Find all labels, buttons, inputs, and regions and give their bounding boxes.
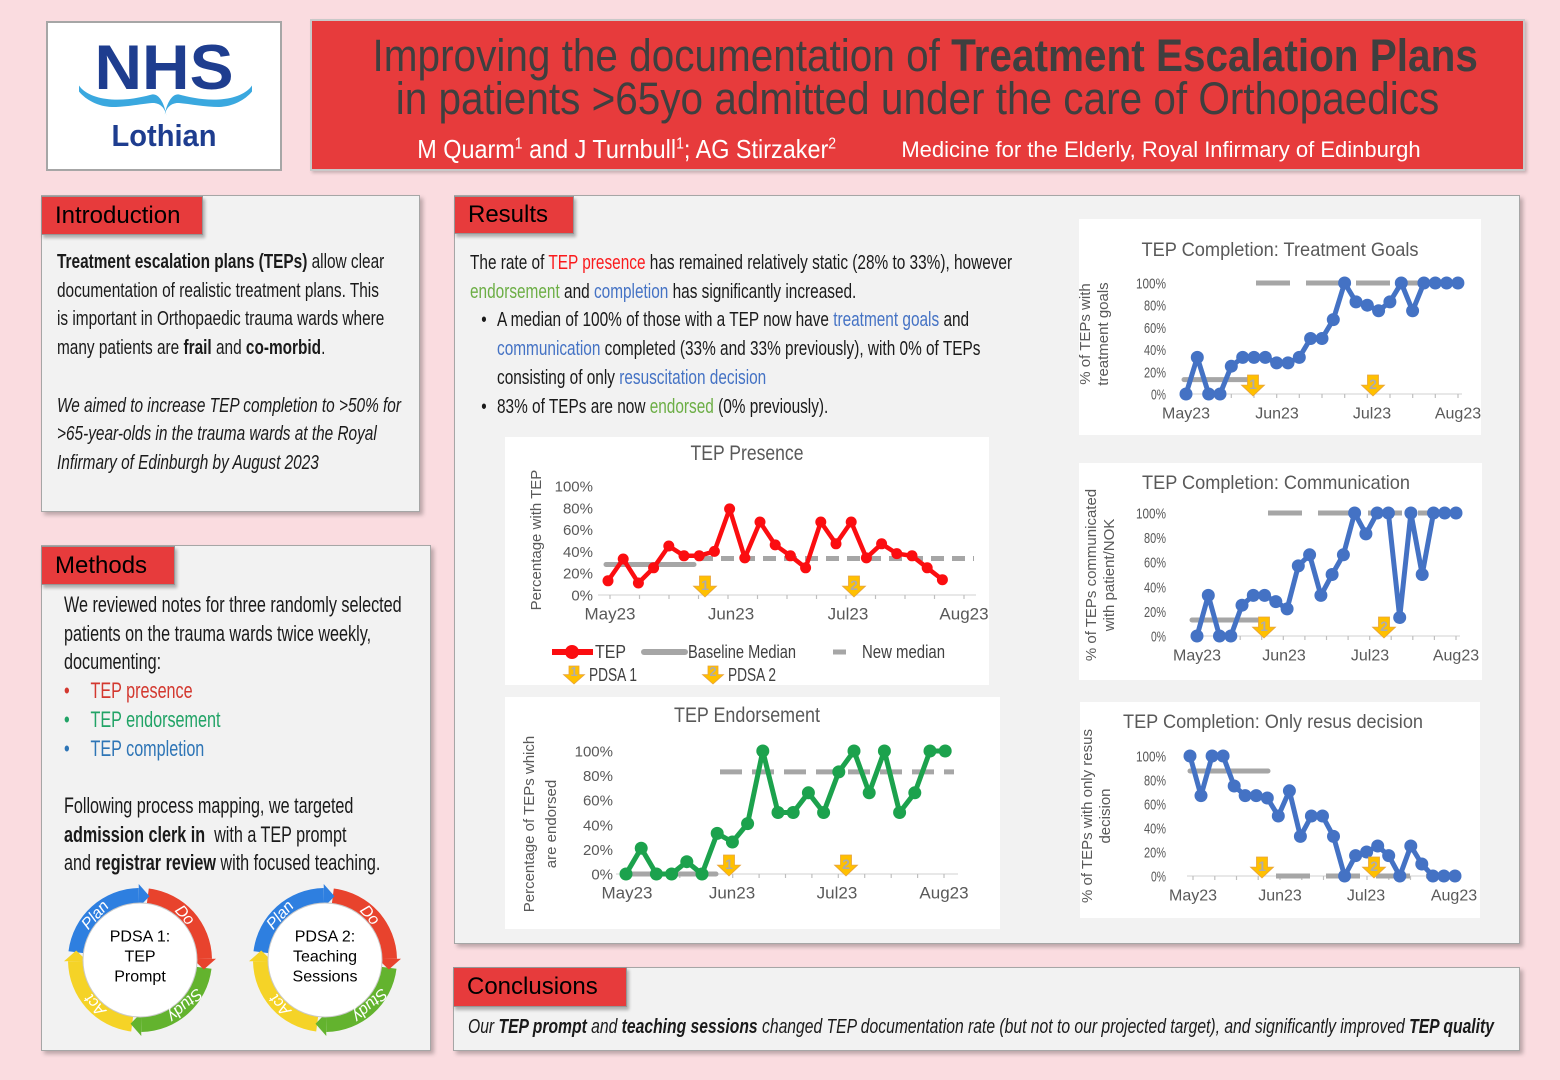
svg-text:100%: 100% <box>1136 506 1166 523</box>
svg-text:Lothian: Lothian <box>112 118 217 153</box>
svg-text:0%: 0% <box>1151 387 1166 404</box>
svg-text:Teaching: Teaching <box>293 949 357 966</box>
svg-text:100%: 100% <box>575 744 613 761</box>
svg-text:Jul23: Jul23 <box>828 605 869 624</box>
svg-text:treatment goals: treatment goals <box>1095 282 1112 385</box>
svg-text:Jul23: Jul23 <box>1353 406 1391 423</box>
svg-text:20%: 20% <box>1144 604 1166 621</box>
svg-text:TEP Completion: Treatment Goal: TEP Completion: Treatment Goals <box>1142 239 1419 261</box>
svg-text:Jun23: Jun23 <box>708 605 754 624</box>
svg-text:Jun23: Jun23 <box>1255 406 1299 423</box>
svg-text:0%: 0% <box>571 588 593 605</box>
svg-text:2: 2 <box>1369 376 1377 392</box>
svg-text:TEP Presence: TEP Presence <box>691 442 804 465</box>
svg-text:May23: May23 <box>601 884 652 903</box>
svg-text:0%: 0% <box>1151 869 1166 886</box>
svg-text:2: 2 <box>850 577 858 593</box>
svg-text:20%: 20% <box>1144 845 1166 862</box>
svg-text:Percentage of TEPs which: Percentage of TEPs which <box>521 736 538 912</box>
svg-text:TEP: TEP <box>124 949 155 966</box>
svg-text:2: 2 <box>1380 618 1388 634</box>
svg-text:TEP Completion: Only resus dec: TEP Completion: Only resus decision <box>1123 711 1423 733</box>
svg-text:% of TEPs with: % of TEPs with <box>1079 283 1094 384</box>
svg-text:May23: May23 <box>1162 406 1210 423</box>
svg-text:100%: 100% <box>1136 749 1166 766</box>
svg-text:Aug23: Aug23 <box>919 884 968 903</box>
svg-text:TEP Completion: Communication: TEP Completion: Communication <box>1142 472 1410 494</box>
svg-text:New median: New median <box>862 642 945 662</box>
svg-text:May23: May23 <box>1169 888 1217 905</box>
svg-text:40%: 40% <box>1144 579 1166 596</box>
svg-text:PDSA 2: PDSA 2 <box>728 665 776 685</box>
svg-text:are endorsed: are endorsed <box>543 780 560 868</box>
svg-text:60%: 60% <box>1144 797 1166 814</box>
svg-text:PDSA 2:: PDSA 2: <box>295 929 355 946</box>
svg-text:% of TEPs communicated: % of TEPs communicated <box>1083 489 1100 661</box>
svg-text:decision: decision <box>1097 788 1114 843</box>
svg-text:May23: May23 <box>1173 648 1221 665</box>
svg-text:% of TEPs with only resus: % of TEPs with only resus <box>1080 729 1096 903</box>
svg-text:Aug23: Aug23 <box>939 605 988 624</box>
svg-text:Aug23: Aug23 <box>1433 648 1479 665</box>
svg-text:60%: 60% <box>1144 555 1166 572</box>
svg-text:0%: 0% <box>591 867 613 884</box>
svg-text:1: 1 <box>1260 618 1268 634</box>
svg-text:Jul23: Jul23 <box>1347 888 1385 905</box>
svg-text:20%: 20% <box>1144 364 1166 381</box>
svg-text:Jun23: Jun23 <box>709 884 755 903</box>
svg-text:100%: 100% <box>1136 276 1166 293</box>
svg-text:TEP: TEP <box>595 642 626 662</box>
svg-text:80%: 80% <box>583 768 613 785</box>
svg-text:NHS: NHS <box>95 33 234 103</box>
svg-text:20%: 20% <box>563 566 593 583</box>
svg-text:Jul23: Jul23 <box>817 884 858 903</box>
svg-text:40%: 40% <box>563 544 593 561</box>
svg-text:2: 2 <box>709 664 716 679</box>
svg-text:40%: 40% <box>1144 821 1166 838</box>
svg-text:40%: 40% <box>583 817 613 834</box>
svg-text:Baseline Median: Baseline Median <box>688 642 796 662</box>
svg-text:40%: 40% <box>1144 342 1166 359</box>
svg-text:PDSA 1: PDSA 1 <box>589 665 637 685</box>
svg-text:60%: 60% <box>563 522 593 539</box>
svg-text:80%: 80% <box>1144 530 1166 547</box>
svg-text:Jul23: Jul23 <box>1351 648 1389 665</box>
svg-text:Jun23: Jun23 <box>1262 648 1306 665</box>
svg-text:1: 1 <box>570 664 577 679</box>
svg-text:PDSA 1:: PDSA 1: <box>110 929 170 946</box>
svg-text:Jun23: Jun23 <box>1258 888 1302 905</box>
svg-text:Sessions: Sessions <box>293 969 358 986</box>
svg-text:80%: 80% <box>1144 773 1166 790</box>
svg-text:1: 1 <box>701 577 709 593</box>
svg-text:2: 2 <box>842 856 850 872</box>
svg-text:Percentage with TEP: Percentage with TEP <box>528 470 545 611</box>
svg-text:100%: 100% <box>555 479 593 496</box>
svg-text:60%: 60% <box>583 793 613 810</box>
svg-text:Aug23: Aug23 <box>1431 888 1477 905</box>
svg-text:Aug23: Aug23 <box>1435 406 1481 423</box>
svg-text:60%: 60% <box>1144 320 1166 337</box>
svg-text:1: 1 <box>1249 376 1257 392</box>
svg-text:0%: 0% <box>1151 629 1166 646</box>
svg-text:80%: 80% <box>1144 298 1166 315</box>
svg-text:TEP Endorsement: TEP Endorsement <box>674 704 820 727</box>
svg-text:80%: 80% <box>563 500 593 517</box>
svg-text:1: 1 <box>1258 858 1266 874</box>
svg-text:2: 2 <box>1370 858 1378 874</box>
svg-text:with patient/NOK: with patient/NOK <box>1101 519 1118 633</box>
svg-text:1: 1 <box>725 856 733 872</box>
svg-text:Prompt: Prompt <box>114 969 166 986</box>
svg-text:May23: May23 <box>584 605 635 624</box>
svg-text:20%: 20% <box>583 842 613 859</box>
